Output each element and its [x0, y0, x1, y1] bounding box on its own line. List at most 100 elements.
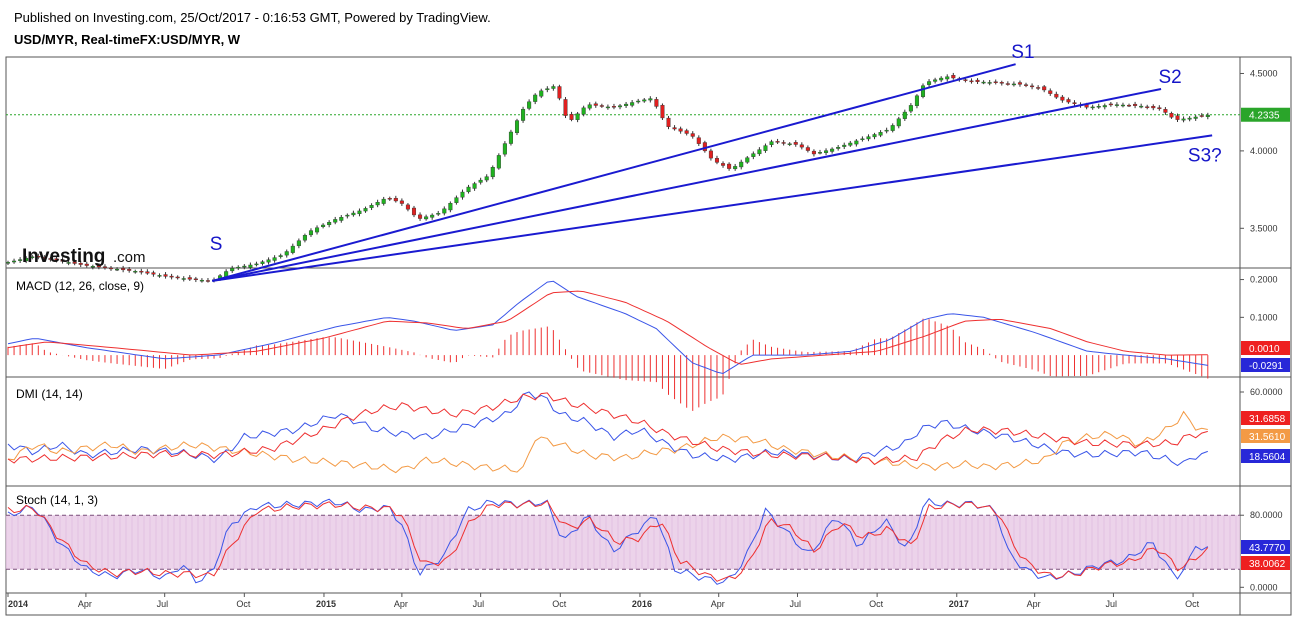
candle-body	[1060, 96, 1065, 101]
candle-body	[496, 155, 501, 169]
candle-body	[836, 146, 841, 149]
candle-body	[551, 86, 556, 89]
candle-body	[1030, 85, 1035, 88]
candle-body	[733, 166, 738, 170]
candle-body	[375, 201, 380, 206]
candle-body	[817, 152, 823, 154]
x-tick-label: 2015	[316, 599, 336, 609]
candle-body	[587, 104, 592, 109]
candle-body	[254, 263, 259, 266]
candle-body	[205, 280, 210, 282]
candle-body	[78, 262, 83, 265]
candle-body	[151, 272, 156, 275]
candle-body	[969, 80, 974, 83]
candle-body	[424, 216, 429, 220]
candle-body	[872, 134, 877, 138]
candle-body	[696, 137, 701, 144]
candle-body	[157, 275, 162, 277]
dmi-pane[interactable]: 60.0000 31.6858 31.5610 18.5604	[7, 387, 1290, 474]
x-tick-label: Jul	[789, 599, 801, 609]
candle-body	[139, 270, 144, 273]
g-dmi-tag-3: 18.5604	[1249, 452, 1286, 463]
candle-body	[363, 208, 368, 212]
g-macd-series-macd	[7, 280, 1208, 375]
x-tick-label: Jul	[157, 599, 169, 609]
candle-body	[121, 268, 126, 271]
g-dmi-tag-3-bg	[1241, 449, 1290, 463]
candle-body	[993, 81, 998, 83]
candle-body	[24, 257, 29, 262]
candle-body	[848, 142, 853, 146]
annotation-s2: S2	[1158, 67, 1181, 88]
macd-pane[interactable]: 0.2000 0.1000 0.0010 -0.0291	[7, 275, 1290, 411]
g-macd-tag-1-bg	[1241, 341, 1290, 355]
price-pane[interactable]: 4.5000 4.0000 3.5000 4.2335 S S1 S2 S3?	[5, 42, 1290, 283]
candle-body	[1017, 82, 1022, 85]
candle-body	[1042, 86, 1047, 91]
candle-body	[678, 128, 683, 132]
g-stoch-tag-2-bg	[1241, 556, 1290, 570]
candle-body	[1133, 103, 1138, 106]
x-tick-label: Oct	[1185, 599, 1200, 609]
candle-body	[999, 82, 1004, 84]
candle-body	[484, 176, 489, 181]
candle-body	[115, 268, 120, 271]
g-stoch-tag-1-bg	[1241, 540, 1290, 554]
candle-body	[1036, 87, 1041, 89]
candle-body	[908, 105, 913, 112]
price-ytick-label: 3.5000	[1250, 223, 1278, 233]
g-dmi-tag-2: 31.5610	[1249, 432, 1286, 443]
candle-body	[514, 120, 520, 134]
price-ytick-label: 4.5000	[1250, 68, 1278, 78]
candle-body	[787, 143, 792, 145]
candle-body	[230, 268, 235, 272]
candle-body	[308, 230, 313, 236]
candle-body	[163, 274, 168, 277]
candle-body	[1108, 103, 1113, 106]
candle-body	[466, 186, 471, 193]
annotation-s3q: S3?	[1188, 146, 1222, 167]
time-axis: 2014 Apr Jul Oct 2015 Apr Jul Oct 2016 Apr Jul Oct 2…	[7, 593, 1200, 609]
candle-body	[193, 278, 198, 281]
candle-body	[90, 266, 95, 268]
candle-body	[1169, 113, 1174, 118]
candle-body	[569, 114, 574, 120]
candle-body	[902, 111, 907, 119]
candle-body	[896, 118, 901, 127]
x-tick-label: 2016	[632, 599, 652, 609]
g-macd-tag-2: -0.0291	[1249, 361, 1283, 372]
candle-body	[521, 108, 526, 121]
candle-body	[236, 266, 241, 269]
g-stoch-tag-1: 43.7770	[1249, 543, 1286, 554]
candle-body	[393, 197, 398, 202]
investing-logo: Investing .com	[22, 246, 146, 267]
macd-label: MACD (12, 26, close, 9)	[16, 279, 144, 293]
candle-body	[1072, 102, 1077, 104]
candle-body	[557, 86, 562, 99]
candle-body	[266, 259, 271, 263]
candle-body	[1193, 116, 1198, 119]
x-tick-label: 2014	[8, 599, 28, 609]
logo-main: Investing	[22, 246, 105, 267]
candle-body	[327, 222, 332, 226]
candle-body	[539, 90, 544, 97]
candle-body	[714, 158, 719, 163]
candle-body	[278, 255, 283, 257]
candle-body	[490, 167, 495, 178]
stoch-pane[interactable]: 80.0000 0.0000 43.7770 38.0062	[5, 497, 1290, 593]
candle-body	[1024, 84, 1029, 86]
candle-body	[654, 99, 659, 107]
candle-body	[618, 105, 623, 108]
candle-body	[775, 141, 780, 143]
candle-body	[84, 263, 89, 266]
x-tick-label: Apr	[711, 599, 725, 609]
candle-body	[169, 275, 174, 278]
candle-body	[96, 265, 101, 268]
g-macd-tag-1: 0.0010	[1249, 344, 1280, 355]
candle-body	[1054, 93, 1059, 98]
candle-body	[630, 102, 635, 106]
candle-body	[1139, 105, 1144, 108]
candle-body	[824, 150, 829, 153]
x-tick-label: 2017	[949, 599, 969, 609]
